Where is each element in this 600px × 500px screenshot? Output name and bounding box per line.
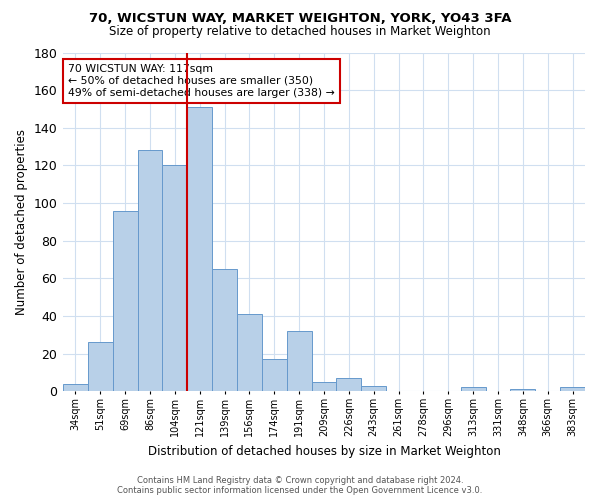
Text: Contains HM Land Registry data © Crown copyright and database right 2024.
Contai: Contains HM Land Registry data © Crown c… bbox=[118, 476, 482, 495]
X-axis label: Distribution of detached houses by size in Market Weighton: Distribution of detached houses by size … bbox=[148, 444, 500, 458]
Bar bbox=[113, 210, 137, 391]
Text: 70, WICSTUN WAY, MARKET WEIGHTON, YORK, YO43 3FA: 70, WICSTUN WAY, MARKET WEIGHTON, YORK, … bbox=[89, 12, 511, 26]
Text: Size of property relative to detached houses in Market Weighton: Size of property relative to detached ho… bbox=[109, 25, 491, 38]
Bar bbox=[187, 107, 212, 391]
Bar bbox=[212, 269, 237, 391]
Bar bbox=[461, 388, 485, 391]
Bar bbox=[560, 388, 585, 391]
Bar bbox=[137, 150, 163, 391]
Bar bbox=[287, 331, 311, 391]
Bar bbox=[63, 384, 88, 391]
Y-axis label: Number of detached properties: Number of detached properties bbox=[15, 129, 28, 315]
Bar bbox=[511, 390, 535, 391]
Bar bbox=[361, 386, 386, 391]
Bar bbox=[262, 359, 287, 391]
Bar bbox=[311, 382, 337, 391]
Bar bbox=[237, 314, 262, 391]
Bar bbox=[88, 342, 113, 391]
Bar bbox=[337, 378, 361, 391]
Bar bbox=[163, 166, 187, 391]
Text: 70 WICSTUN WAY: 117sqm
← 50% of detached houses are smaller (350)
49% of semi-de: 70 WICSTUN WAY: 117sqm ← 50% of detached… bbox=[68, 64, 335, 98]
